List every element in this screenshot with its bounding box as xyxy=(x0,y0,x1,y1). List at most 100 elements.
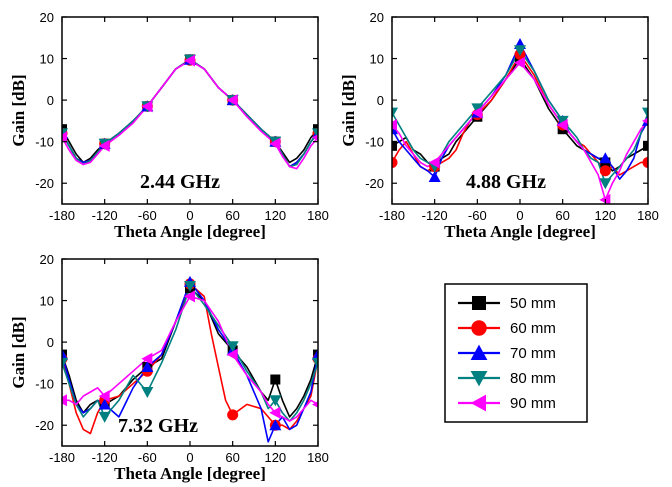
legend-marker-triangle-left xyxy=(470,394,486,412)
y-tick-label: 20 xyxy=(40,252,54,267)
x-tick-label: -120 xyxy=(422,208,448,223)
series-marker-80-mm xyxy=(471,103,484,115)
plot-area xyxy=(62,53,318,170)
x-tick-label: 60 xyxy=(225,208,239,223)
series-marker-90-mm xyxy=(62,131,67,144)
y-tick-label: -20 xyxy=(35,418,54,433)
frequency-annotation: 2.44 GHz xyxy=(140,171,220,193)
x-tick-label: -60 xyxy=(138,208,157,223)
y-tick-label: 0 xyxy=(377,93,384,108)
series-marker-90-mm xyxy=(392,119,397,132)
x-tick-label: 120 xyxy=(264,208,286,223)
series-marker-90-mm xyxy=(428,156,440,169)
series-line-50-mm xyxy=(392,57,648,172)
series-line-60-mm xyxy=(62,283,318,435)
legend: 50 mm 60 mm 70 mm 80 mm 90 mm xyxy=(444,283,588,423)
x-tick-label: 0 xyxy=(186,450,193,465)
legend-label: 70 mm xyxy=(510,345,556,362)
chart-panel-3: -180 -120 -60 0 60 120 180 -20 -10 0 10 20 Theta Ang… xyxy=(9,252,329,483)
x-tick-label: 180 xyxy=(637,208,659,223)
series-marker-80-mm xyxy=(556,115,569,127)
series-marker-60-mm xyxy=(392,156,398,168)
legend-marker-triangle-down xyxy=(470,371,488,387)
series-marker-90-mm xyxy=(642,117,648,125)
series-marker-80-mm xyxy=(226,341,239,353)
series-marker-80-mm xyxy=(312,357,318,369)
series-marker-70-mm xyxy=(269,419,282,431)
plot-area xyxy=(62,275,318,443)
series-marker-90-mm xyxy=(269,406,281,419)
y-tick-label: -20 xyxy=(365,176,384,191)
series-marker-50-mm xyxy=(392,140,397,151)
y-tick-label: 10 xyxy=(370,52,384,67)
x-tick-label: 0 xyxy=(516,208,523,223)
legend-label: 90 mm xyxy=(510,395,556,412)
series-line-90-mm xyxy=(62,59,318,170)
series-marker-90-mm xyxy=(184,290,195,303)
series-marker-80-mm xyxy=(62,357,68,369)
legend-label: 80 mm xyxy=(510,370,556,387)
y-tick-label: -10 xyxy=(35,377,54,392)
series-marker-80-mm xyxy=(514,45,526,57)
legend-marker-square xyxy=(472,296,486,310)
y-tick-label: 0 xyxy=(47,335,54,350)
x-tick-label: 0 xyxy=(186,208,193,223)
chart-panel-1: -180 -120 -60 0 60 120 180 -20 -10 0 10 20 Theta Ang… xyxy=(9,10,329,241)
frequency-annotation: 4.88 GHz xyxy=(466,171,546,193)
x-axis-label: Theta Angle [degree] xyxy=(444,222,596,241)
series-marker-60-mm xyxy=(227,409,239,421)
x-tick-label: -180 xyxy=(49,208,75,223)
series-marker-80-mm xyxy=(98,411,111,423)
x-tick-label: 60 xyxy=(225,450,239,465)
series-marker-50-mm xyxy=(270,374,281,385)
x-tick-label: -120 xyxy=(92,208,118,223)
series-marker-80-mm xyxy=(141,386,154,398)
series-marker-90-mm xyxy=(184,54,195,67)
x-tick-label: 60 xyxy=(555,208,569,223)
legend-label: 50 mm xyxy=(510,295,556,312)
series-marker-90-mm xyxy=(98,390,110,403)
y-tick-label: 20 xyxy=(40,10,54,25)
y-tick-label: 20 xyxy=(370,10,384,25)
y-tick-label: -20 xyxy=(35,176,54,191)
chart-panel-2: -180 -120 -60 0 60 120 180 -20 -10 0 10 20 Theta Ang… xyxy=(339,10,659,241)
plot-area xyxy=(392,38,648,204)
series-marker-60-mm xyxy=(599,165,611,177)
series-marker-90-mm xyxy=(226,94,238,107)
series-marker-90-mm xyxy=(471,106,483,119)
series-marker-90-mm xyxy=(62,394,67,407)
series-marker-90-mm xyxy=(312,134,318,141)
series-marker-70-mm xyxy=(428,170,441,182)
x-tick-label: -180 xyxy=(379,208,405,223)
series-marker-90-mm xyxy=(98,139,110,152)
series-marker-90-mm xyxy=(514,56,525,69)
y-tick-label: -10 xyxy=(35,135,54,150)
x-tick-label: -60 xyxy=(468,208,487,223)
series-marker-90-mm xyxy=(556,119,568,132)
series-marker-80-mm xyxy=(642,107,648,119)
series-marker-90-mm xyxy=(269,137,281,150)
legend-marker-circle xyxy=(471,320,487,336)
series-marker-90-mm xyxy=(141,100,153,113)
y-tick-label: -10 xyxy=(365,135,384,150)
series-marker-80-mm xyxy=(392,107,398,119)
x-tick-label: 180 xyxy=(307,450,329,465)
series-marker-60-mm xyxy=(642,156,648,168)
legend-label: 60 mm xyxy=(510,320,556,337)
series-marker-80-mm xyxy=(599,178,612,190)
x-tick-label: -60 xyxy=(138,450,157,465)
series-marker-50-mm xyxy=(643,140,648,151)
series-marker-90-mm xyxy=(599,193,611,204)
x-tick-label: 180 xyxy=(307,208,329,223)
x-tick-label: -120 xyxy=(92,450,118,465)
y-tick-label: 0 xyxy=(47,93,54,108)
y-axis-label: Gain [dB] xyxy=(9,74,28,146)
x-axis-label: Theta Angle [degree] xyxy=(114,222,266,241)
series-marker-90-mm xyxy=(141,352,153,365)
y-tick-label: 10 xyxy=(40,52,54,67)
x-tick-label: 120 xyxy=(264,450,286,465)
series-marker-90-mm xyxy=(312,401,318,408)
y-tick-label: 10 xyxy=(40,294,54,309)
series-marker-80-mm xyxy=(269,395,282,407)
